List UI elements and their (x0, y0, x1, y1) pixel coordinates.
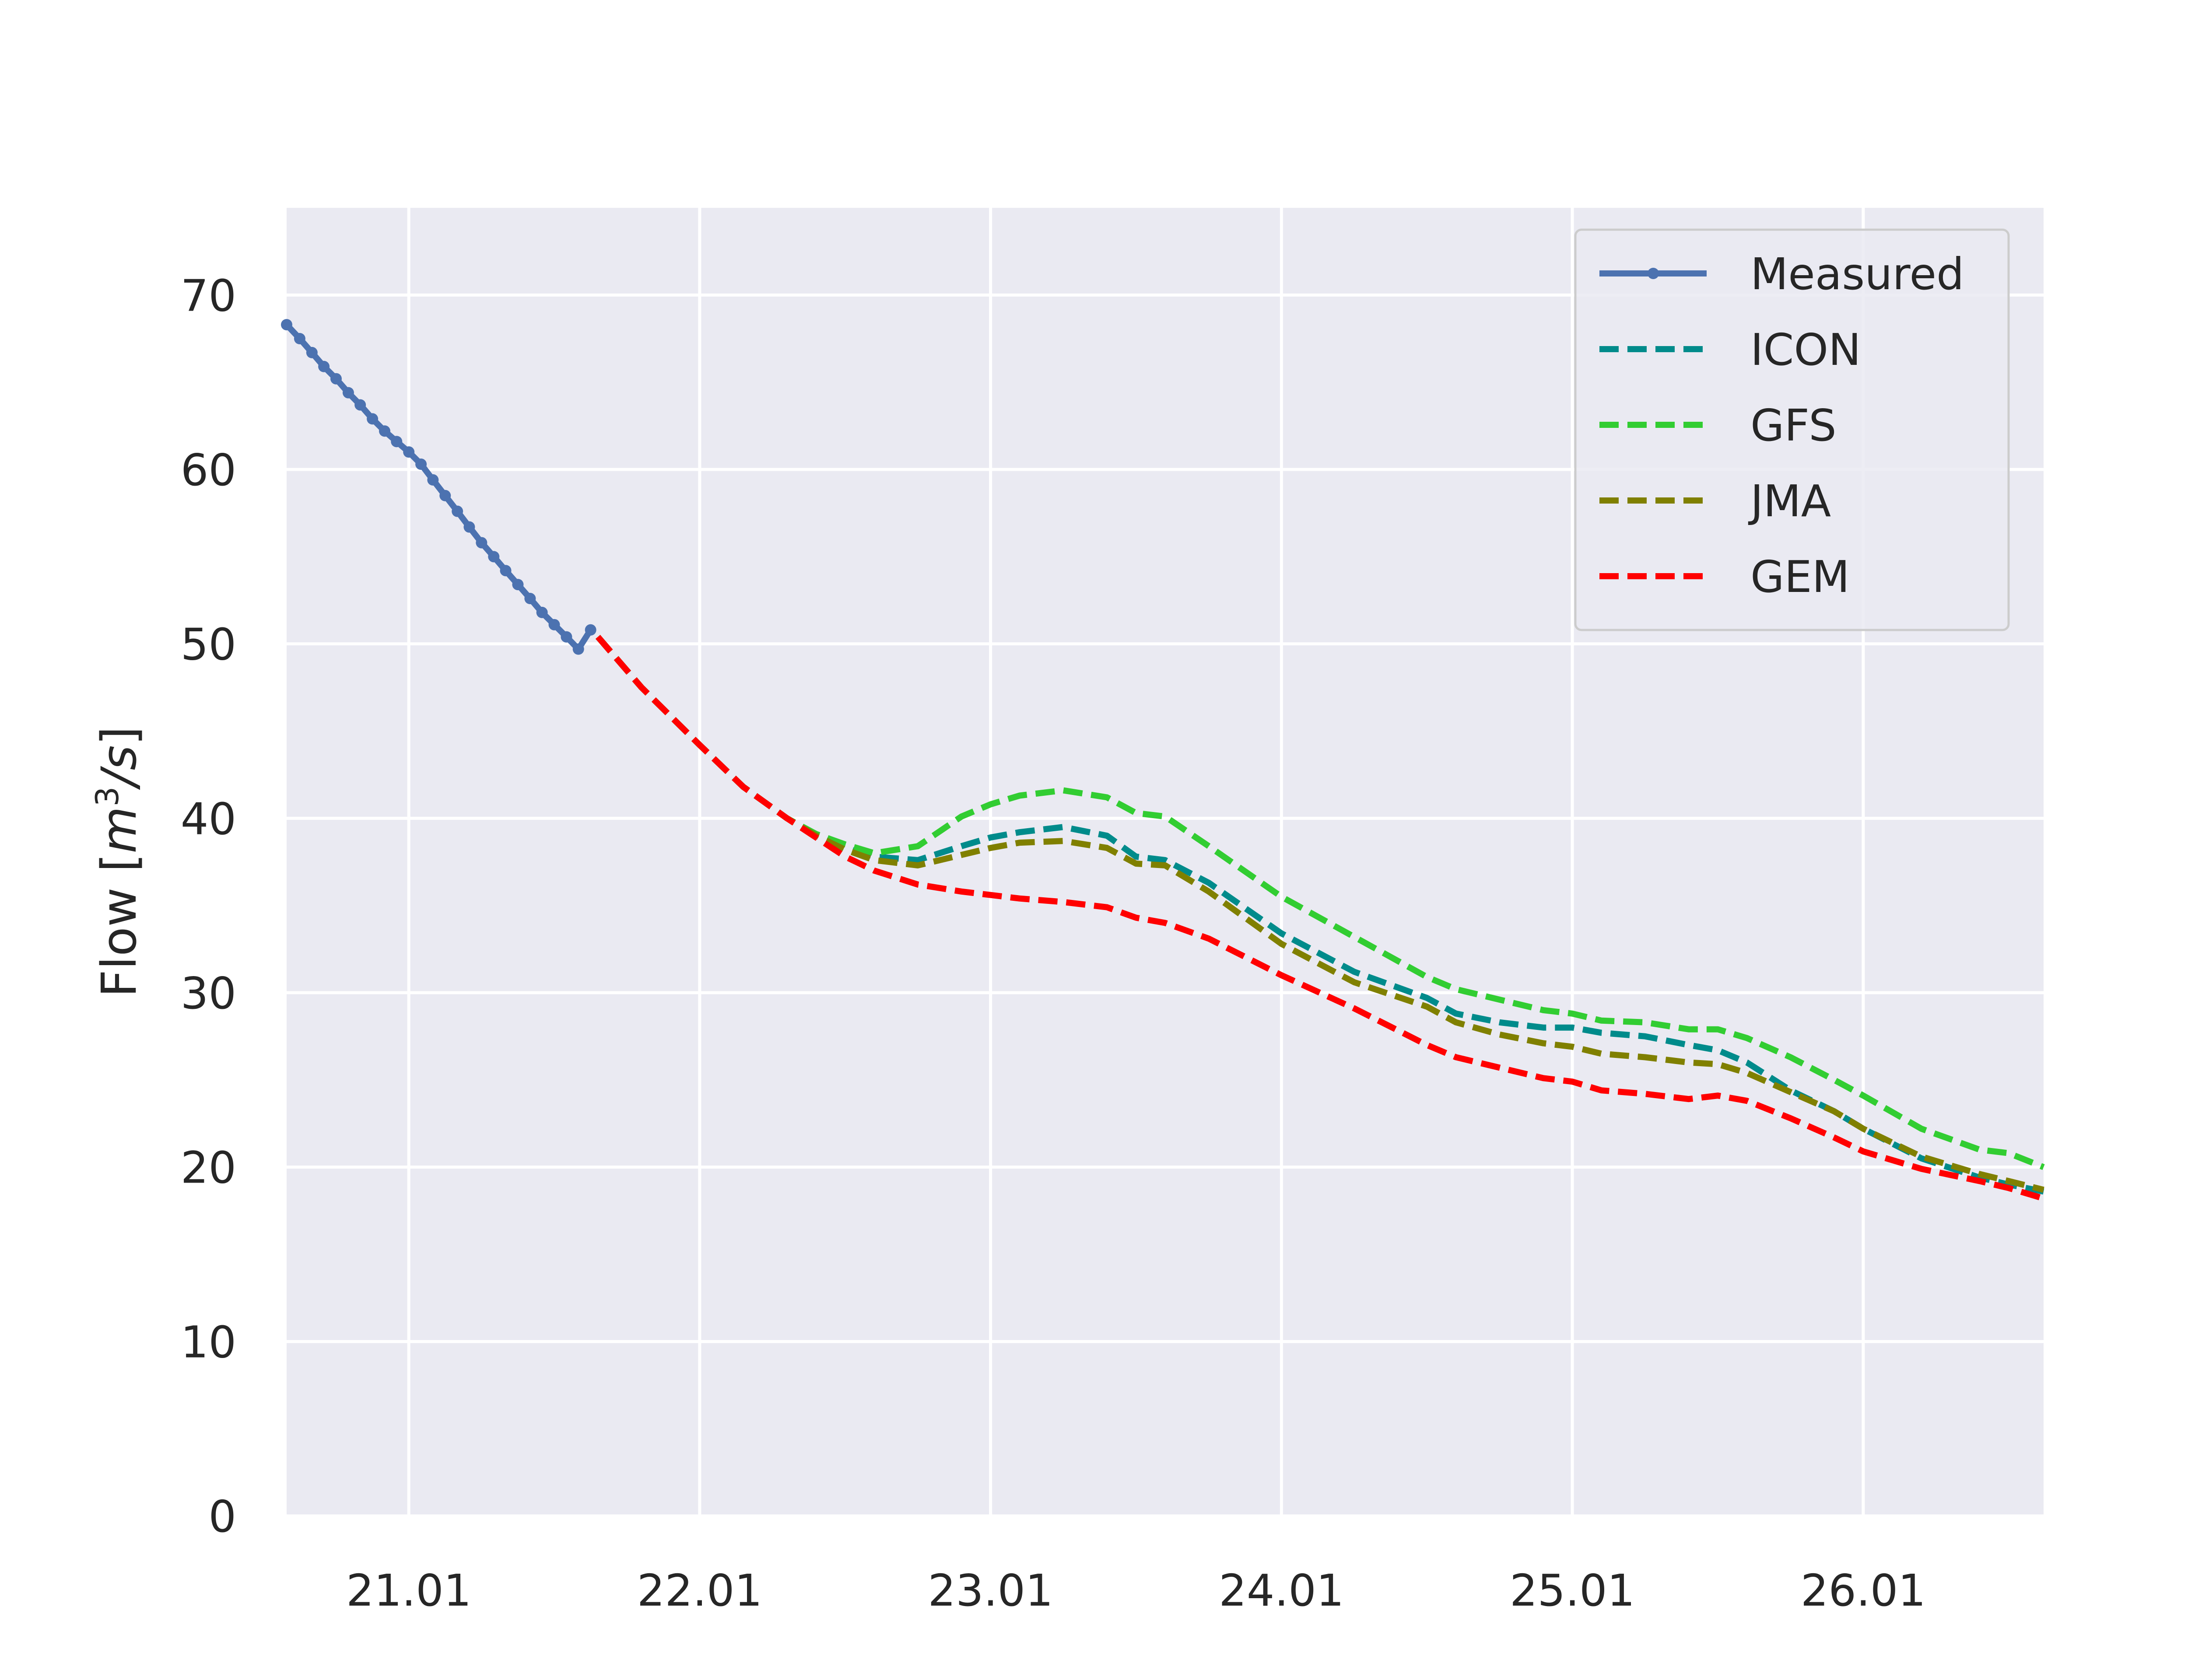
x-axis-ticks: 21.01 22.01 23.01 24.01 25.01 26.01 (346, 1565, 1926, 1616)
data-point (354, 399, 366, 411)
x-tick-label: 26.01 (1801, 1565, 1926, 1616)
data-point (476, 537, 487, 549)
data-point (342, 387, 354, 399)
series-line-gfs (595, 635, 2045, 1170)
x-tick-label: 21.01 (346, 1565, 471, 1616)
y-axis-label: Flow [m3/s] (89, 726, 147, 997)
data-point (391, 436, 403, 448)
data-point (439, 490, 451, 501)
series-line-jma (595, 635, 2044, 1193)
data-point (512, 579, 524, 591)
y-tick-label: 40 (181, 793, 236, 844)
x-tick-label: 23.01 (928, 1565, 1053, 1616)
legend: Measured ICON GFS JMA GEM (1574, 228, 2010, 631)
data-point (585, 624, 596, 636)
y-tick-label: 70 (181, 270, 236, 321)
legend-label: ICON (1750, 324, 1861, 375)
data-point (294, 333, 305, 344)
legend-box (1574, 228, 2010, 631)
data-point (548, 619, 560, 630)
legend-item-gem: GEM (1599, 551, 1850, 602)
legend-label: GEM (1750, 551, 1850, 602)
y-tick-label: 10 (181, 1316, 236, 1368)
y-tick-label: 50 (181, 619, 236, 670)
y-axis-ticks: 0 10 20 30 40 50 60 70 (181, 270, 236, 1542)
legend-label: GFS (1750, 400, 1837, 451)
legend-label: JMA (1748, 476, 1831, 527)
y-tick-label: 0 (208, 1491, 236, 1542)
data-point (536, 606, 548, 618)
series-line-gem (595, 635, 2045, 1202)
series-measured (281, 319, 596, 655)
data-point (524, 593, 536, 605)
data-point (572, 643, 584, 655)
legend-label: Measured (1750, 248, 1964, 300)
series-gfs (595, 635, 2045, 1170)
data-point (306, 346, 318, 358)
data-point (415, 458, 427, 470)
series-gem (595, 635, 2045, 1202)
data-point (318, 360, 330, 372)
y-tick-label: 20 (181, 1142, 236, 1194)
data-point (561, 631, 572, 643)
data-point (367, 413, 379, 425)
legend-item-jma: JMA (1599, 476, 1831, 527)
series-jma (595, 635, 2044, 1193)
x-tick-label: 25.01 (1510, 1565, 1635, 1616)
data-point (427, 474, 439, 486)
data-point (500, 565, 512, 577)
legend-item-gfs: GFS (1599, 400, 1837, 451)
data-point (281, 319, 292, 331)
x-tick-label: 22.01 (637, 1565, 762, 1616)
data-point (330, 373, 342, 385)
data-point (452, 505, 463, 517)
legend-item-measured: Measured (1599, 248, 1964, 300)
y-tick-label: 60 (181, 444, 236, 496)
data-point (488, 551, 500, 563)
data-point (403, 446, 415, 458)
series-lines (281, 319, 2045, 1202)
data-point (379, 425, 391, 437)
x-tick-label: 24.01 (1219, 1565, 1344, 1616)
y-tick-label: 30 (181, 968, 236, 1019)
legend-marker (1648, 268, 1659, 279)
data-point (463, 521, 475, 533)
legend-item-icon: ICON (1599, 324, 1861, 375)
